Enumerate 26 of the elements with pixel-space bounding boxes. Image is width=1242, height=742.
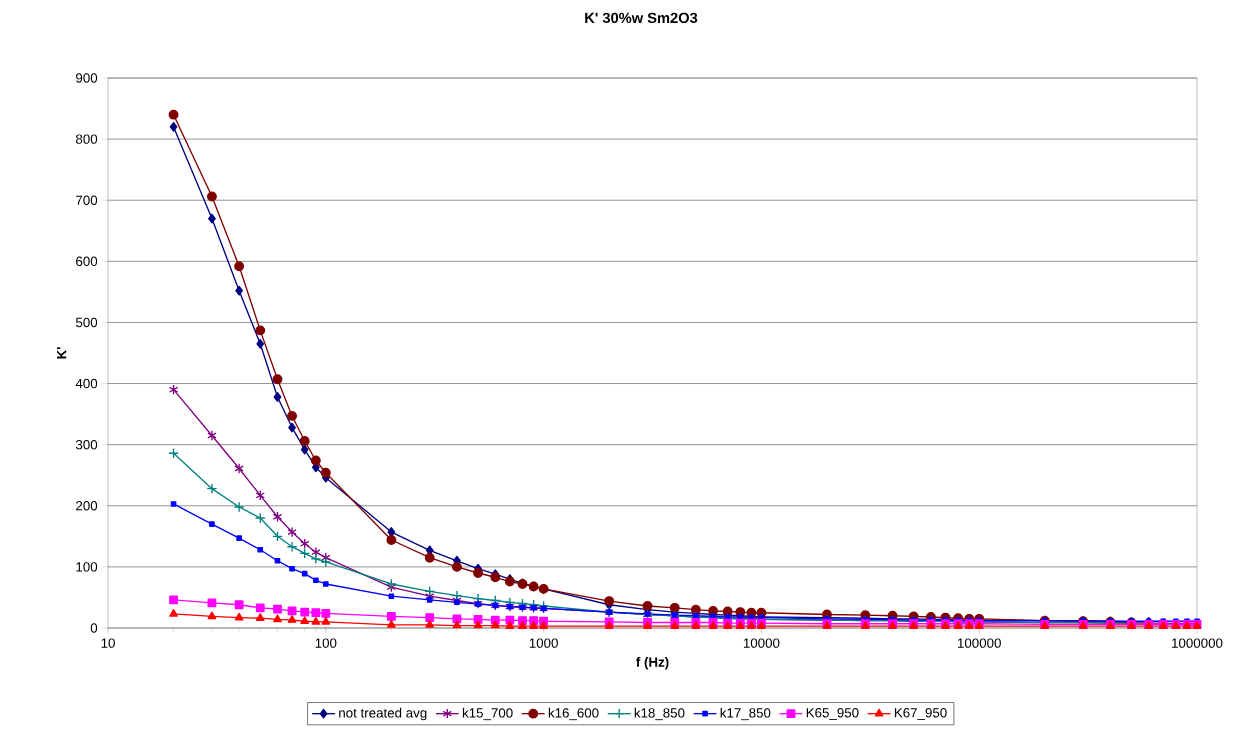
chart-title: K' 30%w Sm2O3 bbox=[585, 12, 698, 24]
x-tick-label: 1000 bbox=[529, 638, 558, 648]
y-tick-label: 300 bbox=[75, 439, 98, 450]
y-tick-label: 200 bbox=[76, 501, 98, 511]
x-tick-label: 10000 bbox=[743, 638, 780, 648]
legend-label: K67_950 bbox=[894, 708, 947, 720]
legend-label: k15_700 bbox=[462, 707, 513, 721]
y-tick-label: 600 bbox=[76, 256, 98, 267]
legend-label: K65_950 bbox=[806, 708, 859, 720]
y-tick-label: 0 bbox=[90, 623, 98, 633]
legend-label: k16_600 bbox=[548, 707, 599, 721]
y-tick-label: 900 bbox=[76, 73, 98, 83]
y-tick-label: 500 bbox=[75, 317, 98, 328]
y-tick-label: 100 bbox=[76, 562, 98, 572]
x-tick-label: 10 bbox=[101, 638, 115, 648]
x-axis-title: f (Hz) bbox=[636, 656, 669, 670]
x-tick-label: 100000 bbox=[957, 638, 1001, 648]
x-tick-label: 1000000 bbox=[1172, 638, 1223, 648]
y-tick-label: 400 bbox=[75, 378, 98, 389]
legend-label: not treated avg bbox=[339, 707, 427, 721]
y-axis-title: K' bbox=[57, 347, 67, 359]
y-tick-label: 800 bbox=[76, 134, 98, 144]
legend-label: k17_850 bbox=[720, 707, 771, 721]
y-tick-label: 700 bbox=[76, 195, 98, 205]
legend-label: k18_850 bbox=[634, 707, 685, 721]
x-tick-label: 100 bbox=[315, 638, 337, 648]
